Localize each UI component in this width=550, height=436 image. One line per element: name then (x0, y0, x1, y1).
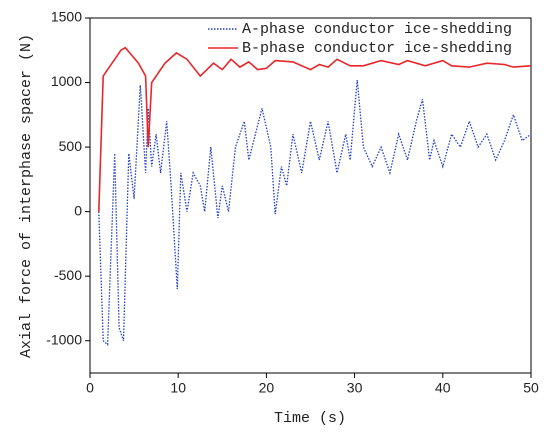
series-line (98, 79, 532, 346)
y-tick-label: 1000 (51, 73, 82, 89)
y-axis-label: Axial force of interphase spacer (N) (18, 34, 35, 358)
x-tick-label: 10 (170, 380, 186, 396)
x-tick-label: 30 (347, 380, 363, 396)
y-tick-label: -1000 (46, 331, 82, 347)
y-tick-label: -500 (54, 267, 82, 283)
legend-label: B-phase conductor ice-shedding (242, 40, 512, 57)
x-tick-label: 40 (435, 380, 451, 396)
x-axis-label: Time (s) (274, 410, 346, 427)
x-tick-label: 50 (523, 380, 539, 396)
y-tick-label: 0 (74, 202, 82, 218)
legend-label: A-phase conductor ice-shedding (242, 21, 512, 38)
x-tick-label: 0 (86, 380, 94, 396)
y-tick-label: 1500 (51, 9, 82, 25)
plot-frame (89, 17, 532, 374)
x-tick-label: 20 (259, 380, 275, 396)
y-tick-label: 500 (59, 138, 83, 154)
series-line (98, 46, 532, 212)
